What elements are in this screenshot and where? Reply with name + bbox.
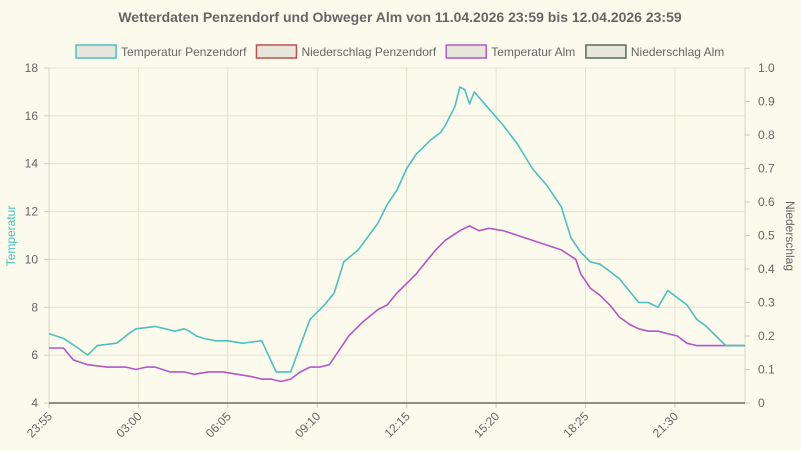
y-tick-label: 8 xyxy=(31,300,38,314)
legend-swatch-1[interactable] xyxy=(255,44,298,59)
y2-tick-label: 0.6 xyxy=(758,195,775,209)
y2-tick-label: 0.9 xyxy=(758,95,775,109)
legend-swatch-2[interactable] xyxy=(445,44,487,59)
y-tick-label: 14 xyxy=(25,157,39,171)
y-tick-label: 6 xyxy=(31,348,38,362)
y2-tick-label: 0.8 xyxy=(758,128,775,142)
legend-swatch-0[interactable] xyxy=(75,44,117,59)
chart-title: Wetterdaten Penzendorf und Obweger Alm v… xyxy=(118,9,682,25)
legend-label-3[interactable]: Niederschlag Alm xyxy=(631,45,724,59)
y2-tick-label: 0.7 xyxy=(758,162,775,176)
legend-label-0[interactable]: Temperatur Penzendorf xyxy=(121,45,247,59)
y-tick-label: 12 xyxy=(25,205,39,219)
x-tick-label: 18:25 xyxy=(560,409,591,440)
legend: Temperatur Penzendorf Niederschlag Penzen… xyxy=(75,44,724,59)
y-axis-title: Temperatur xyxy=(4,206,18,267)
y-tick-label: 16 xyxy=(25,109,39,123)
x-axis: 23:55 03:00 06:05 09:10 12:15 15:20 18:25 21:30 xyxy=(24,403,681,440)
x-tick-label: 21:30 xyxy=(650,409,681,440)
y-axis-left: 4 6 8 10 12 14 16 18 xyxy=(25,61,49,410)
y2-tick-label: 1.0 xyxy=(758,61,775,75)
y2-tick-label: 0.5 xyxy=(758,229,775,243)
legend-swatch-3[interactable] xyxy=(585,44,627,59)
y2-tick-label: 0.1 xyxy=(758,363,775,377)
y-axis-right: 0 0.1 0.2 0.3 0.4 0.5 0.6 0.7 0.8 0.9 1.0 xyxy=(745,61,775,410)
x-tick-label: 15:20 xyxy=(471,409,502,440)
y2-axis-title: Niederschlag xyxy=(783,201,797,271)
y2-tick-label: 0.4 xyxy=(758,262,775,276)
x-tick-label: 09:10 xyxy=(292,409,323,440)
legend-label-1[interactable]: Niederschlag Penzendorf xyxy=(301,45,436,59)
series-line-2 xyxy=(49,225,745,383)
y-tick-label: 10 xyxy=(25,252,39,266)
y2-tick-label: 0 xyxy=(758,396,765,410)
y-tick-label: 4 xyxy=(31,396,38,410)
y2-tick-label: 0.3 xyxy=(758,296,775,310)
y2-tick-label: 0.2 xyxy=(758,329,775,343)
y-tick-label: 18 xyxy=(25,61,39,75)
x-tick-label: 03:00 xyxy=(113,409,144,440)
grid xyxy=(48,67,746,404)
series-line-0 xyxy=(48,86,745,373)
series-layer xyxy=(48,86,745,404)
x-tick-label: 06:05 xyxy=(203,409,234,440)
x-tick-label: 23:55 xyxy=(24,409,55,440)
legend-label-2[interactable]: Temperatur Alm xyxy=(491,45,575,59)
x-tick-label: 12:15 xyxy=(382,409,413,440)
